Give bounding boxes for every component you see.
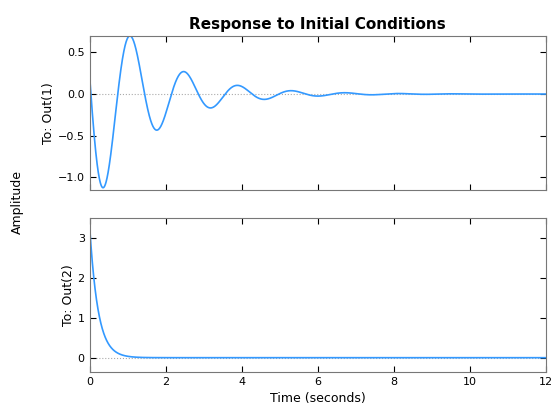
Y-axis label: To: Out(2): To: Out(2) [62, 264, 75, 326]
Text: Amplitude: Amplitude [11, 170, 24, 234]
Y-axis label: To: Out(1): To: Out(1) [42, 82, 55, 144]
Title: Response to Initial Conditions: Response to Initial Conditions [189, 17, 446, 32]
X-axis label: Time (seconds): Time (seconds) [270, 392, 366, 405]
